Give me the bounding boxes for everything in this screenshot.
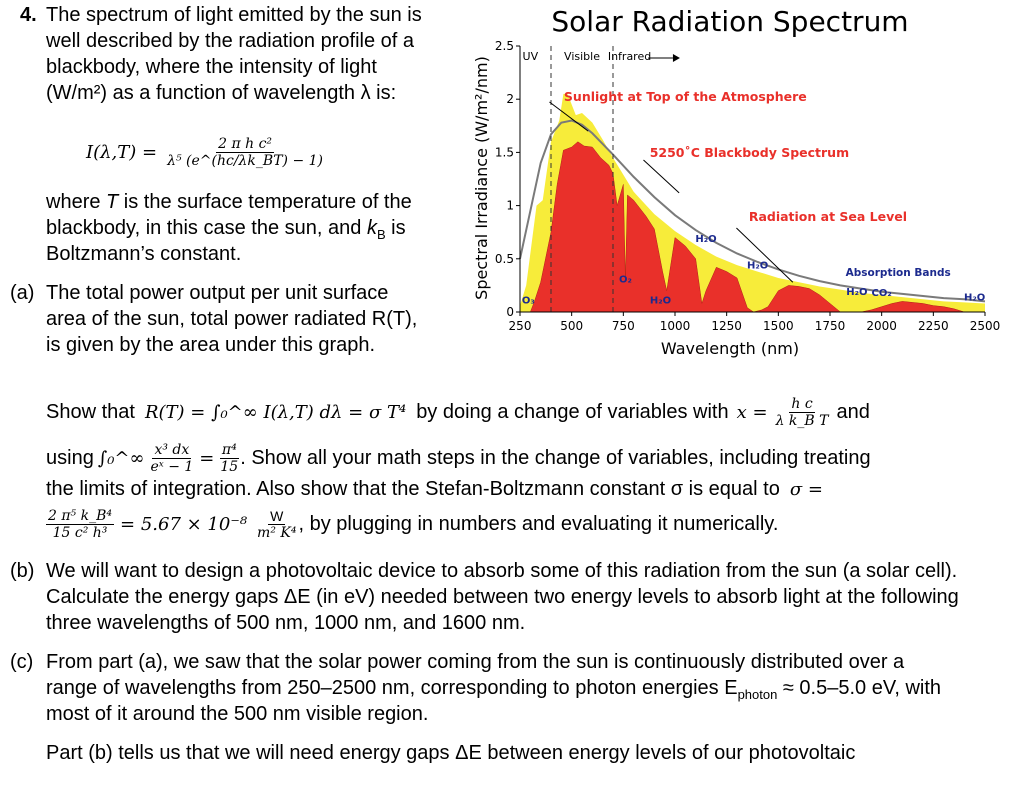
show-text-3: and bbox=[836, 401, 870, 423]
y-tick-label: 2 bbox=[506, 92, 514, 106]
part-c-text-1: From part (a), we saw that the solar pow… bbox=[46, 651, 905, 699]
using-fraction-2: π⁴ 15 bbox=[218, 442, 240, 475]
absorption-label: H₂O bbox=[846, 287, 867, 298]
y-tick-label: 1 bbox=[506, 199, 514, 213]
part-a-text: The total power output per unit surface … bbox=[46, 282, 418, 356]
using-num-2: π⁴ bbox=[219, 442, 239, 459]
intensity-formula: I(λ,T) = 2 π h c² λ⁵ (e^(hc/λk_BT) − 1) bbox=[86, 136, 325, 169]
sigma-unit-den: m² K⁴ bbox=[257, 525, 297, 541]
annotation-label: Absorption Bands bbox=[846, 267, 951, 279]
where-text: where T is the surface temperature of th… bbox=[46, 189, 446, 267]
part-a-label: (a) bbox=[10, 282, 35, 304]
show-that-line: Show that R(T) = ∫₀^∞ I(λ,T) dλ = σ T⁴ b… bbox=[46, 396, 870, 429]
show-x-fraction: h c λ k_B T bbox=[774, 396, 831, 429]
x-tick-label: 2250 bbox=[918, 319, 949, 333]
where-kb: k bbox=[366, 217, 377, 239]
infrared-arrow-head bbox=[672, 54, 680, 62]
x-tick-label: 1000 bbox=[660, 319, 691, 333]
where-text-3: is Boltzmann’s constant. bbox=[46, 217, 406, 265]
absorption-label: H₂O bbox=[964, 292, 985, 303]
using-fraction: x³ dx eˣ − 1 bbox=[148, 442, 195, 475]
using-equals: = bbox=[199, 448, 215, 469]
limits-text: the limits of integration. Also show tha… bbox=[46, 478, 780, 500]
absorption-label: O₂ bbox=[619, 274, 632, 285]
solar-spectrum-chart: Solar Radiation Spectrum UV Visible Infrar… bbox=[472, 5, 1001, 358]
sigma-unit-num: W bbox=[268, 508, 286, 525]
series-blackbody bbox=[519, 119, 986, 303]
sigma-line: 2 π⁵ k_B⁴ 15 c² h³ = 5.67 × 10⁻⁸ W m² K⁴… bbox=[46, 508, 778, 541]
sigma-value: = 5.67 × 10⁻⁸ bbox=[120, 514, 248, 535]
using-text-2: . Show all your math steps in the change… bbox=[240, 447, 871, 469]
region-label-uv: UV bbox=[523, 50, 539, 63]
show-text-1: Show that bbox=[46, 401, 135, 423]
part-c-sub: photon bbox=[737, 687, 778, 702]
using-line: using ∫₀^∞ x³ dx eˣ − 1 = π⁴ 15 . Show a… bbox=[46, 442, 871, 475]
using-text-1: using bbox=[46, 447, 94, 469]
using-integral: ∫₀^∞ bbox=[97, 448, 145, 469]
problem-number: 4. bbox=[20, 4, 37, 26]
show-x: x = bbox=[736, 402, 768, 423]
x-tick-label: 250 bbox=[509, 319, 532, 333]
annotation-arrow bbox=[736, 227, 794, 283]
sigma-lhs: σ = bbox=[789, 479, 823, 500]
absorption-label: H₂O bbox=[695, 234, 716, 245]
formula-lhs: I(λ,T) = bbox=[86, 142, 158, 163]
where-text-1: where bbox=[46, 191, 107, 213]
annotation-label: Radiation at Sea Level bbox=[749, 209, 907, 224]
sigma-unit: W m² K⁴ bbox=[255, 508, 298, 541]
x-tick-label: 750 bbox=[612, 319, 635, 333]
problem-intro: The spectrum of light emitted by the sun… bbox=[46, 4, 422, 104]
x-axis-label: Wavelength (nm) bbox=[661, 339, 799, 358]
part-c-text-3: Part (b) tells us that we will need ener… bbox=[46, 742, 856, 764]
y-axis-label: Spectral Irradiance (W/m²/nm) bbox=[472, 56, 491, 300]
y-tick-label: 0 bbox=[506, 305, 514, 319]
formula-denominator: λ⁵ (e^(hc/λk_BT) − 1) bbox=[167, 153, 324, 169]
x-tick-label: 2000 bbox=[866, 319, 897, 333]
where-kb-sub: B bbox=[376, 227, 386, 242]
annotation-label: 5250˚C Blackbody Spectrum bbox=[650, 145, 849, 160]
show-x-num: h c bbox=[789, 396, 815, 413]
x-tick-label: 1250 bbox=[711, 319, 742, 333]
part-c-text-2: ≈ 0.5–5.0 eV, with most of it around the… bbox=[46, 677, 942, 725]
show-equation: R(T) = ∫₀^∞ I(λ,T) dλ = σ T⁴ bbox=[144, 402, 407, 423]
annotation-arrow bbox=[643, 159, 680, 194]
where-T: T bbox=[106, 191, 119, 213]
sigma-den: 15 c² h³ bbox=[52, 525, 108, 541]
using-num: x³ dx bbox=[152, 442, 192, 459]
absorption-label: H₂O bbox=[650, 296, 671, 307]
part-c-label: (c) bbox=[10, 651, 34, 673]
using-den-2: 15 bbox=[220, 459, 239, 475]
using-den: eˣ − 1 bbox=[150, 459, 194, 475]
series-sea-level bbox=[529, 141, 985, 313]
sigma-fraction: 2 π⁵ k_B⁴ 15 c² h³ bbox=[46, 508, 115, 541]
part-b-label: (b) bbox=[10, 560, 35, 582]
show-text-2: by doing a change of variables with bbox=[416, 401, 729, 423]
region-label-visible: Visible bbox=[564, 50, 600, 63]
show-x-den: λ k_B T bbox=[775, 413, 829, 429]
part-c-text: From part (a), we saw that the solar pow… bbox=[46, 649, 946, 727]
part-b-text: We will want to design a photovoltaic de… bbox=[46, 560, 959, 634]
y-tick-label: 0.5 bbox=[495, 252, 514, 266]
where-text-2: is the surface temperature of the blackb… bbox=[46, 191, 412, 239]
absorption-label: H₂O bbox=[747, 261, 768, 272]
region-label-infrared: Infrared bbox=[608, 50, 651, 63]
absorption-label: O₃ bbox=[522, 296, 535, 307]
y-tick-label: 1.5 bbox=[495, 145, 514, 159]
sigma-num: 2 π⁵ k_B⁴ bbox=[46, 508, 115, 525]
x-tick-label: 2500 bbox=[970, 319, 1001, 333]
sigma-tail: , by plugging in numbers and evaluating … bbox=[298, 513, 779, 535]
x-tick-label: 1500 bbox=[763, 319, 794, 333]
x-tick-label: 500 bbox=[560, 319, 583, 333]
y-tick-label: 2.5 bbox=[495, 39, 514, 53]
annotation-arrow bbox=[549, 101, 589, 132]
formula-fraction: 2 π h c² λ⁵ (e^(hc/λk_BT) − 1) bbox=[165, 136, 325, 169]
formula-numerator: 2 π h c² bbox=[216, 136, 275, 153]
x-tick-label: 1750 bbox=[815, 319, 846, 333]
limits-line: the limits of integration. Also show tha… bbox=[46, 478, 823, 501]
annotation-label: Sunlight at Top of the Atmosphere bbox=[564, 89, 807, 104]
absorption-label: CO₂ bbox=[872, 288, 892, 299]
chart-title: Solar Radiation Spectrum bbox=[551, 5, 908, 38]
